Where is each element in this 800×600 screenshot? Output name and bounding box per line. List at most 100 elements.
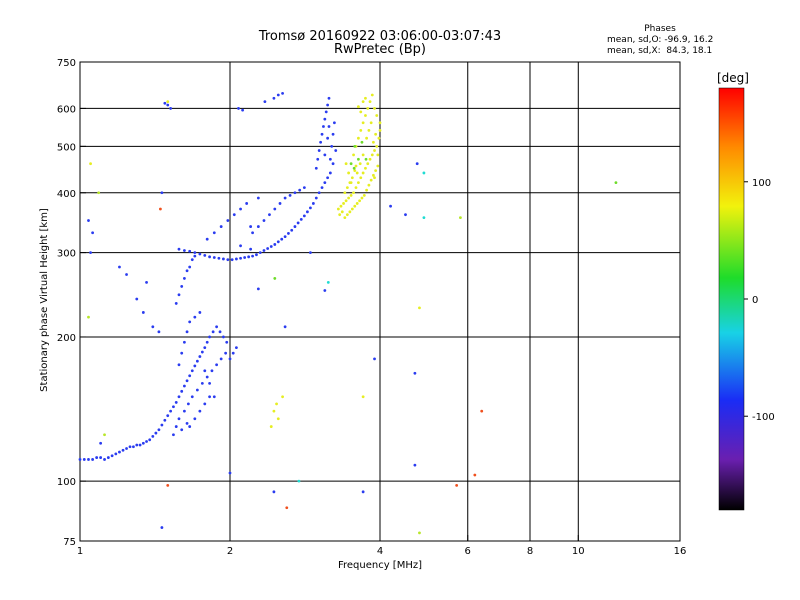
data-point	[268, 213, 271, 217]
data-point	[356, 157, 360, 161]
data-point	[174, 401, 178, 404]
data-point	[368, 100, 372, 103]
data-point	[95, 456, 99, 459]
data-point	[359, 110, 363, 114]
data-point	[226, 258, 230, 262]
data-point	[166, 100, 170, 103]
data-point	[336, 207, 340, 211]
x-tick-label: 6	[465, 546, 471, 557]
data-point	[212, 395, 216, 399]
data-point	[317, 191, 321, 195]
data-point	[193, 417, 197, 421]
data-point	[215, 325, 219, 329]
data-point	[287, 232, 290, 235]
data-point	[338, 213, 342, 217]
data-point	[203, 369, 207, 373]
data-point	[103, 458, 106, 461]
data-point	[166, 414, 170, 418]
data-point	[283, 325, 287, 329]
data-point	[188, 425, 192, 428]
data-point	[343, 191, 347, 195]
data-point	[306, 210, 309, 214]
data-point	[163, 418, 167, 422]
data-point	[422, 171, 426, 175]
data-point	[262, 249, 266, 252]
data-point	[314, 196, 318, 200]
data-point	[198, 311, 202, 314]
data-point	[285, 506, 289, 510]
data-point	[166, 483, 170, 487]
data-point	[359, 128, 363, 132]
data-point	[275, 402, 278, 406]
data-point	[317, 149, 321, 152]
data-point	[415, 162, 419, 166]
y-tick-label: 750	[57, 58, 76, 69]
y-tick-label: 200	[57, 333, 76, 344]
data-point	[374, 132, 378, 136]
data-point	[314, 166, 318, 170]
data-point	[169, 409, 173, 413]
data-point	[212, 256, 216, 259]
data-point	[157, 428, 161, 432]
data-point	[370, 93, 374, 97]
colorbar-ticks: 100 0 -100	[744, 178, 775, 423]
data-point	[326, 103, 330, 107]
data-point	[272, 96, 276, 100]
data-point	[288, 193, 292, 197]
data-point	[361, 100, 365, 103]
data-point	[361, 395, 365, 399]
data-point	[245, 202, 249, 205]
data-point	[188, 320, 192, 324]
data-point	[278, 202, 282, 205]
data-point	[367, 183, 371, 187]
y-axis-ticks: 75 100 200 300 400 500 600 750	[57, 58, 86, 548]
data-point	[239, 244, 242, 248]
data-point	[375, 114, 379, 117]
data-point	[91, 231, 95, 235]
data-point	[215, 363, 219, 367]
data-point	[210, 369, 214, 373]
data-point	[232, 213, 236, 217]
data-point	[368, 157, 372, 161]
data-point	[177, 417, 181, 421]
data-point	[375, 144, 379, 148]
data-point	[309, 206, 312, 210]
data-point	[208, 395, 211, 399]
data-point	[352, 191, 355, 195]
data-point	[190, 369, 194, 373]
data-point	[365, 188, 369, 192]
data-point	[263, 100, 267, 103]
data-point	[350, 207, 354, 211]
data-point	[172, 405, 175, 409]
x-tick-label: 1	[77, 546, 83, 557]
data-point	[369, 121, 373, 125]
y-tick-label: 500	[57, 142, 76, 153]
data-point	[226, 219, 230, 222]
data-point	[182, 409, 186, 413]
data-point	[316, 157, 320, 161]
data-point	[218, 330, 222, 334]
data-point	[87, 219, 90, 222]
data-point	[151, 435, 155, 438]
data-point	[193, 251, 197, 255]
data-point	[188, 265, 192, 269]
data-point	[293, 225, 297, 228]
data-point	[269, 425, 273, 428]
data-point	[327, 96, 331, 100]
data-point	[280, 237, 284, 241]
data-point	[342, 202, 345, 205]
data-point	[145, 440, 148, 443]
data-point	[281, 91, 284, 95]
data-point	[135, 443, 139, 447]
data-point	[180, 285, 184, 288]
data-point	[323, 289, 327, 292]
data-point	[256, 196, 260, 200]
data-point	[225, 340, 229, 344]
data-point	[241, 108, 245, 112]
data-point	[344, 162, 348, 166]
data-point	[356, 136, 360, 140]
data-point	[364, 114, 367, 117]
data-point	[298, 188, 302, 192]
data-point	[343, 216, 347, 219]
